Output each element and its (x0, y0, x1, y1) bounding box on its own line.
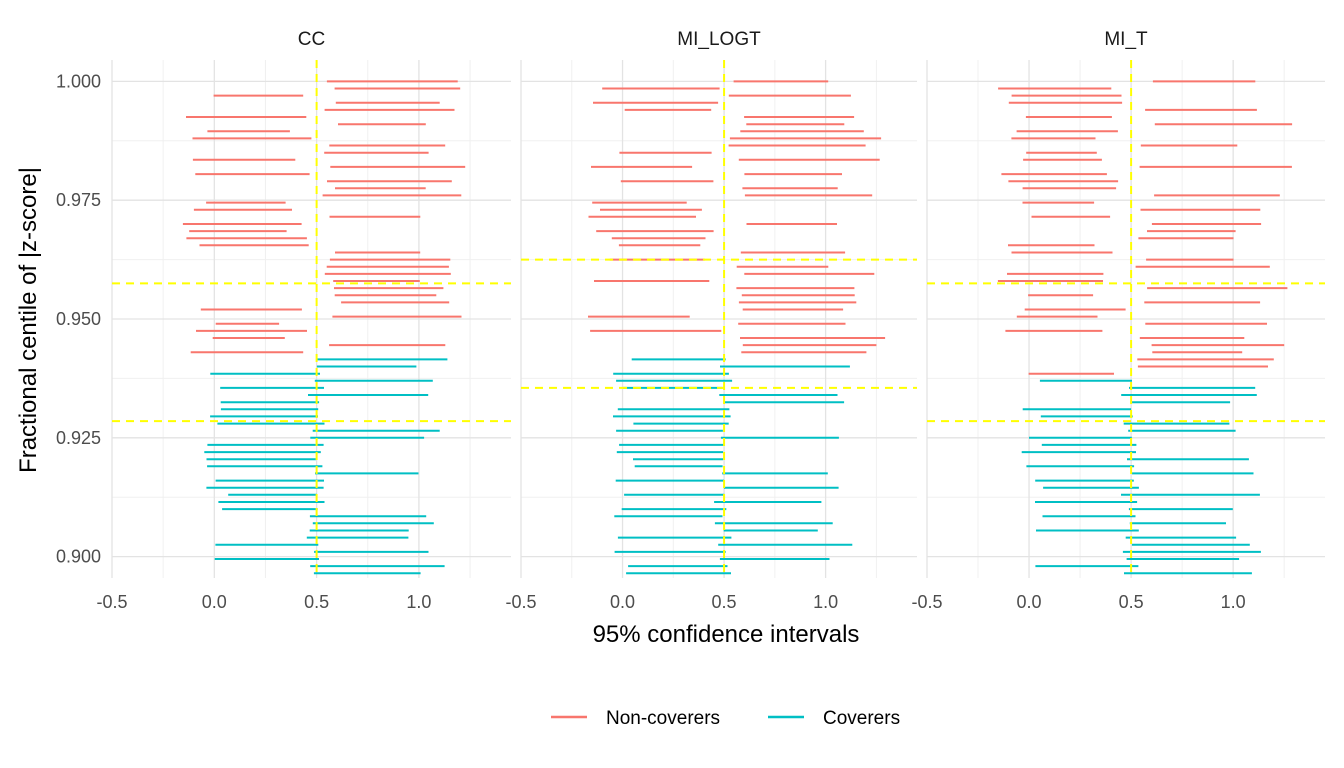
panels: CC MI_LOGT MI_T (111, 29, 1325, 578)
y-axis-title: Fractional centile of |z-score| (15, 167, 42, 473)
y-tick-label: 0.900 (56, 547, 101, 567)
panel-label: CC (298, 29, 325, 50)
panel-mi-t: MI_T (926, 29, 1325, 578)
y-tick-label: 1.000 (56, 71, 101, 91)
x-tick-label: 0.0 (202, 592, 227, 612)
panel-label: MI_LOGT (677, 29, 761, 50)
x-tick-label: -0.5 (96, 592, 127, 612)
legend-label-non-coverers: Non-coverers (606, 708, 720, 729)
x-tick-label: -0.5 (911, 592, 942, 612)
x-tick-label: 0.0 (1017, 592, 1042, 612)
x-tick-label: 0.5 (1119, 592, 1144, 612)
y-tick-label: 0.950 (56, 309, 101, 329)
y-axis: 0.900 0.925 0.950 0.975 1.000 (56, 71, 101, 566)
x-tick-label: 0.5 (712, 592, 737, 612)
x-tick-label: 1.0 (813, 592, 838, 612)
y-tick-label: 0.925 (56, 428, 101, 448)
legend-label-coverers: Coverers (823, 708, 900, 729)
x-tick-label: -0.5 (505, 592, 536, 612)
x-tick-label: 1.0 (1221, 592, 1246, 612)
legend: Non-coverers Coverers (551, 708, 900, 729)
panel-label: MI_T (1104, 29, 1148, 50)
x-tick-label: 0.5 (304, 592, 329, 612)
x-tick-label: 0.0 (610, 592, 635, 612)
x-axis-title: 95% confidence intervals (593, 621, 860, 648)
panel-cc: CC (111, 29, 511, 578)
x-axes: -0.5 0.0 0.5 1.0 -0.5 0.0 0.5 1.0 -0.5 0.0 0.5 1.0 (96, 592, 1245, 612)
panel-mi-logt: MI_LOGT (520, 29, 917, 578)
x-tick-label: 1.0 (406, 592, 431, 612)
y-tick-label: 0.975 (56, 190, 101, 210)
